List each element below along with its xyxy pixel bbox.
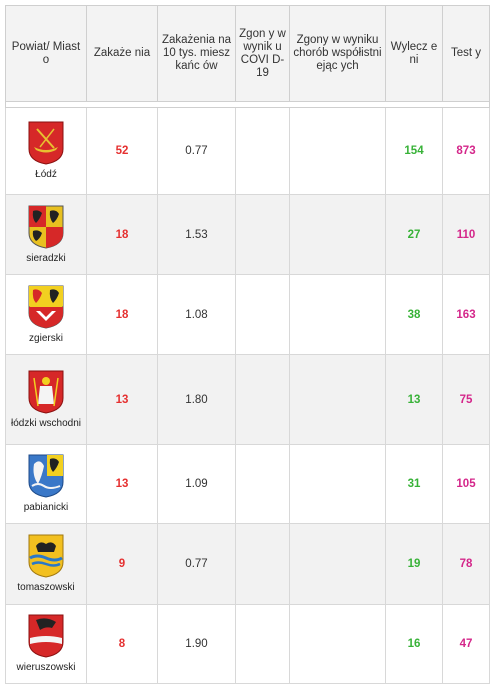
pabianicki-coat-of-arms-icon xyxy=(28,454,64,498)
cell-testy: 105 xyxy=(442,444,490,524)
cell-zgony-covid xyxy=(235,107,290,195)
cell-na10tys: 1.09 xyxy=(157,444,236,524)
cell-zgony-covid xyxy=(235,274,290,355)
sieradzki-coat-of-arms-icon xyxy=(28,205,64,249)
cell-zgony-wsp xyxy=(289,354,386,445)
row-name: sieradzki xyxy=(26,252,66,264)
header-zakazenia[interactable]: Zakaże nia xyxy=(86,5,158,102)
tomaszowski-coat-of-arms-icon xyxy=(28,534,64,578)
cell-na10tys: 1.90 xyxy=(157,604,236,684)
cell-zgony-wsp xyxy=(289,523,386,605)
cell-zakazenia: 9 xyxy=(86,523,158,605)
cell-zgony-wsp xyxy=(289,194,386,275)
cell-name: pabianicki xyxy=(5,444,87,524)
cell-zgony-wsp xyxy=(289,107,386,195)
row-name: Łódź xyxy=(35,169,57,180)
cell-name: sieradzki xyxy=(5,194,87,275)
row-name: zgierski xyxy=(29,332,63,344)
cell-name: wieruszowski xyxy=(5,604,87,684)
cell-na10tys: 1.08 xyxy=(157,274,236,355)
cell-wyleczeni: 154 xyxy=(385,107,443,195)
cell-testy: 78 xyxy=(442,523,490,605)
header-wyleczeni[interactable]: Wylecz eni xyxy=(385,5,443,102)
table-row: tomaszowski 9 0.77 19 78 xyxy=(5,523,490,605)
cell-zakazenia: 18 xyxy=(86,194,158,275)
table-row: wieruszowski 8 1.90 16 47 xyxy=(5,604,490,684)
table-header: Powiat/ Miasto Zakaże nia Zakażenia na 1… xyxy=(5,5,490,102)
cell-zgony-wsp xyxy=(289,604,386,684)
header-powiat[interactable]: Powiat/ Miasto xyxy=(5,5,87,102)
header-zakazenia-na-10tys[interactable]: Zakażenia na 10 tys. mieszkańc ów xyxy=(157,5,236,102)
cell-wyleczeni: 27 xyxy=(385,194,443,275)
cell-testy: 75 xyxy=(442,354,490,445)
header-zgony-wspolistniejace[interactable]: Zgony w wyniku chorób współistniejąc ych xyxy=(289,5,386,102)
cell-wyleczeni: 13 xyxy=(385,354,443,445)
header-testy[interactable]: Test y xyxy=(442,5,490,102)
row-name: wieruszowski xyxy=(16,662,76,673)
cell-name: łódzki wschodni xyxy=(5,354,87,445)
cell-wyleczeni: 16 xyxy=(385,604,443,684)
cell-wyleczeni: 31 xyxy=(385,444,443,524)
cell-zgony-covid xyxy=(235,604,290,684)
table-row: łódzki wschodni 13 1.80 13 75 xyxy=(5,354,490,445)
header-row: Powiat/ Miasto Zakaże nia Zakażenia na 1… xyxy=(5,5,490,102)
table-row: Łódź 52 0.77 154 873 xyxy=(5,107,490,195)
cell-zgony-covid xyxy=(235,354,290,445)
table-body: Łódź 52 0.77 154 873 sieradzki xyxy=(5,101,490,684)
cell-zgony-covid xyxy=(235,194,290,275)
table-row: zgierski 18 1.08 38 163 xyxy=(5,274,490,355)
cell-name: Łódź xyxy=(5,107,87,195)
header-zgony-covid[interactable]: Zgon y w wynik u COVI D-19 xyxy=(235,5,290,102)
covid-stats-table: Powiat/ Miasto Zakaże nia Zakażenia na 1… xyxy=(5,5,490,684)
row-name: tomaszowski xyxy=(17,582,75,593)
cell-testy: 110 xyxy=(442,194,490,275)
lodzki-wschodni-coat-of-arms-icon xyxy=(28,370,64,414)
cell-wyleczeni: 38 xyxy=(385,274,443,355)
wieruszowski-coat-of-arms-icon xyxy=(28,614,64,658)
cell-na10tys: 0.77 xyxy=(157,107,236,195)
cell-zgony-wsp xyxy=(289,274,386,355)
cell-na10tys: 1.80 xyxy=(157,354,236,445)
cell-testy: 163 xyxy=(442,274,490,355)
cell-na10tys: 0.77 xyxy=(157,523,236,605)
cell-name: zgierski xyxy=(5,274,87,355)
cell-zakazenia: 13 xyxy=(86,444,158,524)
cell-testy: 47 xyxy=(442,604,490,684)
cell-zgony-covid xyxy=(235,444,290,524)
cell-testy: 873 xyxy=(442,107,490,195)
cell-zgony-covid xyxy=(235,523,290,605)
zgierski-coat-of-arms-icon xyxy=(28,285,64,329)
row-name: pabianicki xyxy=(23,502,69,513)
row-name: łódzki wschodni xyxy=(10,417,82,429)
cell-zakazenia: 52 xyxy=(86,107,158,195)
cell-na10tys: 1.53 xyxy=(157,194,236,275)
cell-name: tomaszowski xyxy=(5,523,87,605)
cell-zakazenia: 18 xyxy=(86,274,158,355)
table-row: pabianicki 13 1.09 31 105 xyxy=(5,444,490,524)
cell-zgony-wsp xyxy=(289,444,386,524)
lodz-coat-of-arms-icon xyxy=(28,121,64,165)
cell-zakazenia: 13 xyxy=(86,354,158,445)
cell-zakazenia: 8 xyxy=(86,604,158,684)
table-row: sieradzki 18 1.53 27 110 xyxy=(5,194,490,275)
cell-wyleczeni: 19 xyxy=(385,523,443,605)
